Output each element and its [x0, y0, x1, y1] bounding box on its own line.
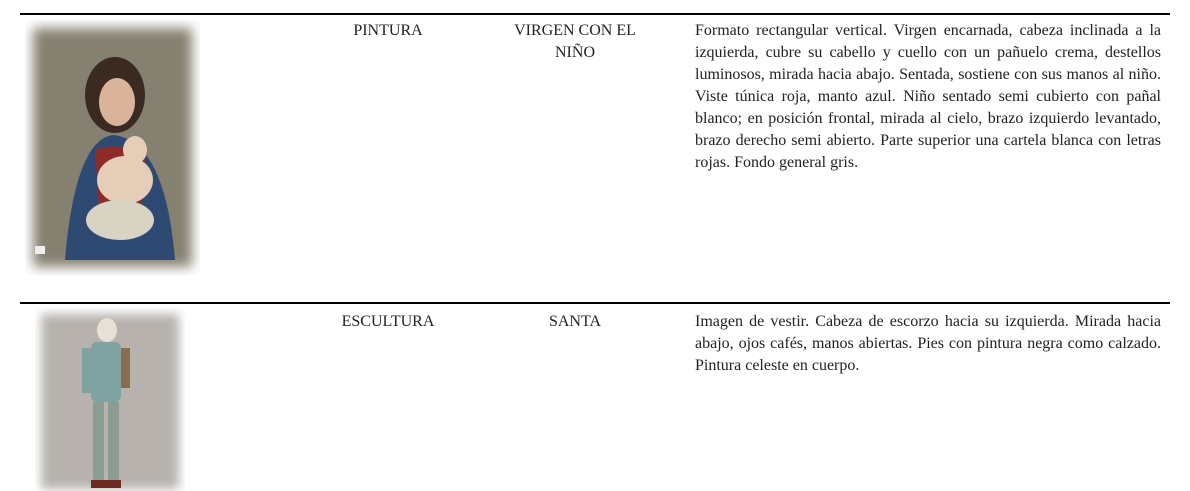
item-name: VIRGEN CON EL NIÑO — [514, 22, 636, 61]
item-description: Formato rectangular vertical. Virgen enc… — [695, 22, 1161, 171]
row-rule — [20, 13, 1170, 15]
sculpture-image — [41, 314, 179, 489]
item-type: ESCULTURA — [341, 313, 435, 330]
item-description: Imagen de vestir. Cabeza de escorzo haci… — [695, 313, 1161, 374]
item-type: PINTURA — [353, 22, 423, 39]
item-name: SANTA — [548, 313, 602, 330]
row-rule — [20, 302, 1170, 304]
painting-image — [33, 28, 192, 267]
